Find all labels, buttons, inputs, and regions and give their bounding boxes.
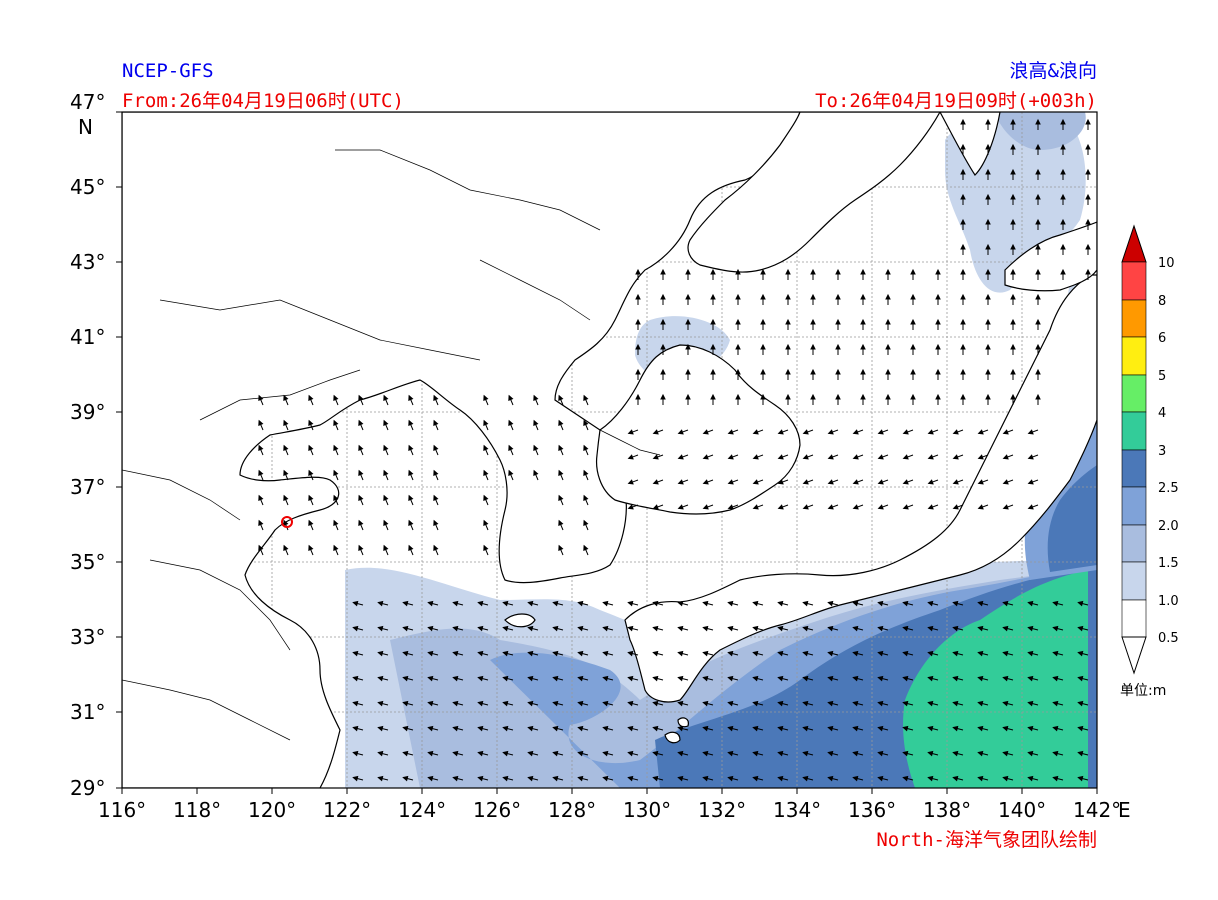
borders bbox=[122, 149, 661, 741]
lat-tick-label: 31° bbox=[70, 700, 106, 724]
colorbar-bottom-arrow bbox=[1121, 636, 1147, 675]
lon-tick-label: 118° bbox=[173, 798, 222, 822]
lat-tick-label: 37° bbox=[70, 475, 106, 499]
colorbar-label: 1.0 bbox=[1158, 594, 1179, 609]
plot-frame bbox=[121, 111, 1098, 789]
lon-tick-label: 138° bbox=[923, 798, 972, 822]
colorbar-unit: 单位:m bbox=[1120, 683, 1167, 699]
colorbar-label: 3 bbox=[1158, 444, 1167, 459]
lon-tick-label: 122° bbox=[323, 798, 372, 822]
lon-tick-label: 128° bbox=[548, 798, 597, 822]
lon-tick-label: 136° bbox=[848, 798, 897, 822]
lon-tick-label: 142° bbox=[1073, 798, 1122, 822]
lon-tick-label: 120° bbox=[248, 798, 297, 822]
lat-tick-label: 45° bbox=[70, 175, 106, 199]
colorbar-label: 1.5 bbox=[1158, 556, 1179, 571]
lat-tick-label: 35° bbox=[70, 550, 106, 574]
lon-tick-label: 132° bbox=[698, 798, 747, 822]
lon-tick-label: 140° bbox=[998, 798, 1047, 822]
colorbar-label: 6 bbox=[1158, 331, 1167, 346]
model-source: NCEP-GFS bbox=[122, 60, 214, 82]
lat-tick-label: 33° bbox=[70, 625, 106, 649]
valid-to: To:26年04月19日09时(+003h) bbox=[815, 90, 1097, 112]
lon-tick-label: 124° bbox=[398, 798, 447, 822]
coastlines bbox=[122, 112, 1097, 788]
colorbar-label: 2.5 bbox=[1158, 481, 1179, 496]
colorbar-label: 0.5 bbox=[1158, 631, 1179, 646]
korea-coast bbox=[595, 344, 801, 515]
lon-tick-label: 130° bbox=[623, 798, 672, 822]
colorbar-label: 10 bbox=[1158, 256, 1175, 271]
colorbar-label: 5 bbox=[1158, 369, 1167, 384]
lon-tick-label: 126° bbox=[473, 798, 522, 822]
lat-tick-label: 43° bbox=[70, 250, 106, 274]
colorbar-label: 8 bbox=[1158, 294, 1167, 309]
product-title: 浪高&浪向 bbox=[1009, 60, 1097, 82]
lat-tick-label: 29° bbox=[70, 776, 106, 800]
location-marker-icon bbox=[281, 516, 293, 528]
lat-tick-label: 41° bbox=[70, 325, 106, 349]
lat-tick-label: 47° bbox=[70, 90, 106, 114]
lat-unit-label: N bbox=[78, 115, 93, 139]
valid-from: From:26年04月19日06时(UTC) bbox=[122, 90, 404, 112]
colorbar-label: 2.0 bbox=[1158, 519, 1179, 534]
wave-direction-arrows bbox=[258, 118, 1091, 782]
lon-tick-label: 134° bbox=[773, 798, 822, 822]
colorbar-label: 4 bbox=[1158, 406, 1167, 421]
lon-tick-label: 116° bbox=[98, 798, 147, 822]
lat-tick-label: 39° bbox=[70, 400, 106, 424]
colorbar bbox=[1121, 224, 1147, 675]
credit-text: North-海洋气象团队绘制 bbox=[876, 829, 1097, 851]
lon-unit-label: E bbox=[1118, 798, 1131, 822]
axis-ticks bbox=[116, 111, 1098, 794]
colorbar-top-arrow bbox=[1121, 224, 1147, 263]
